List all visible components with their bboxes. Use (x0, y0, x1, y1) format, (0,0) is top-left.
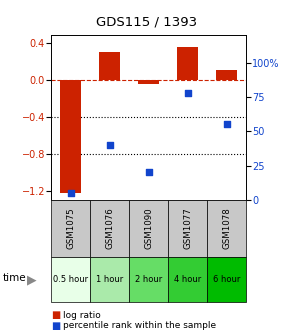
Text: time: time (3, 273, 27, 283)
Bar (138, 80, 159, 84)
Text: 0.5 hour: 0.5 hour (53, 275, 88, 284)
Point (185, 90, 190, 96)
Text: log ratio: log ratio (63, 311, 101, 320)
Text: 4 hour: 4 hour (174, 275, 201, 284)
Bar (99, 52, 120, 80)
Text: GSM1077: GSM1077 (183, 208, 192, 249)
Text: GSM1076: GSM1076 (105, 208, 114, 249)
Text: ▶: ▶ (27, 273, 36, 286)
Text: ■: ■ (51, 310, 61, 320)
Text: 2 hour: 2 hour (135, 275, 162, 284)
Point (224, 122, 229, 127)
Text: GSM1078: GSM1078 (222, 208, 231, 249)
Text: GSM1090: GSM1090 (144, 208, 153, 249)
Text: percentile rank within the sample: percentile rank within the sample (63, 322, 216, 330)
Point (108, 142, 112, 148)
Bar (177, 47, 198, 80)
Point (146, 170, 151, 175)
Text: ■: ■ (51, 321, 61, 331)
Bar (216, 71, 237, 80)
Text: GSM1075: GSM1075 (66, 208, 75, 249)
Text: 6 hour: 6 hour (213, 275, 240, 284)
Point (69, 191, 73, 196)
Bar (60, 80, 81, 193)
Text: 1 hour: 1 hour (96, 275, 123, 284)
Text: GDS115 / 1393: GDS115 / 1393 (96, 15, 197, 28)
